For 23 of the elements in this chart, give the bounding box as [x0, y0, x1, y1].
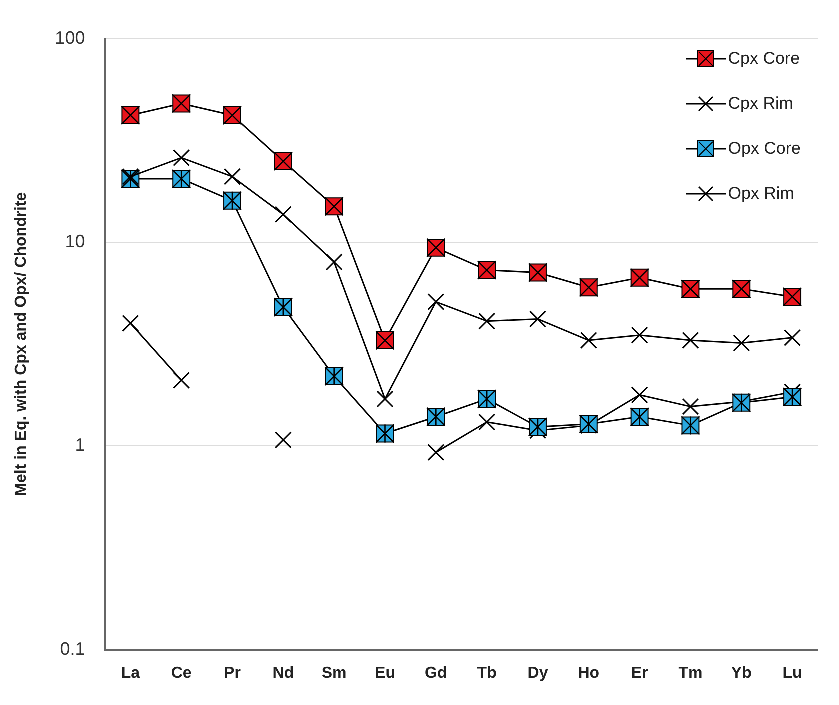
y-tick-label: 100: [55, 28, 86, 48]
x-tick-label: Yb: [731, 664, 752, 682]
x-tick-label: Nd: [272, 664, 294, 682]
x-tick-label: Pr: [224, 664, 241, 682]
y-tick-label: 0.1: [60, 638, 86, 659]
x-tick-label: Lu: [782, 664, 802, 682]
y-tick-label: 10: [65, 231, 86, 252]
x-tick-label: Tm: [678, 664, 703, 682]
x-tick-label: Dy: [528, 664, 548, 682]
x-tick-label: Er: [631, 664, 648, 682]
x-tick-label: Sm: [322, 664, 347, 682]
x-tick-label: La: [121, 664, 140, 682]
x-tick-label: Tb: [477, 664, 498, 682]
legend-label: Opx Core: [728, 138, 801, 158]
y-tick-label: 1: [75, 435, 86, 456]
x-tick-label: Ho: [578, 664, 600, 682]
x-tick-label: Ce: [171, 664, 192, 682]
x-tick-label: Eu: [375, 664, 396, 682]
y-axis-title: Melt in Eq. with Cpx and Opx/ Chondrite: [13, 192, 30, 496]
legend-label: Cpx Rim: [728, 94, 794, 114]
legend-label: Cpx Core: [728, 48, 800, 68]
x-tick-label: Gd: [425, 664, 448, 682]
legend-label: Opx Rim: [728, 184, 794, 204]
